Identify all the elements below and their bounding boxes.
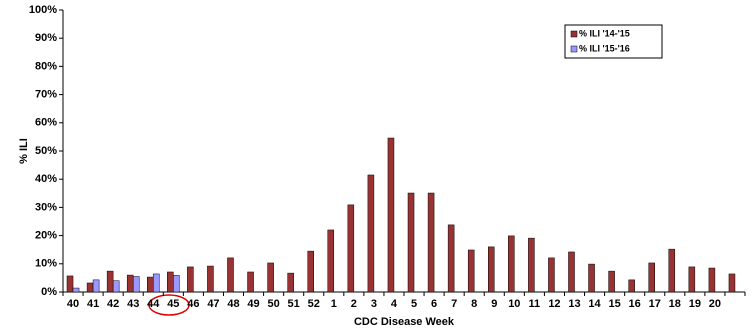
bar xyxy=(287,272,294,293)
bar xyxy=(387,137,395,293)
bar xyxy=(227,257,234,293)
x-tick-label: 47 xyxy=(207,298,219,310)
y-tick-label: 60% xyxy=(35,117,57,129)
x-tick-label: 3 xyxy=(371,298,377,310)
bar xyxy=(487,246,495,293)
x-tick-label: 51 xyxy=(288,298,300,310)
bar xyxy=(146,276,154,293)
bar xyxy=(467,249,475,293)
x-tick-label: 43 xyxy=(127,298,139,310)
x-tick-label: 1 xyxy=(331,298,337,310)
bar xyxy=(247,271,254,293)
x-tick-label: 4 xyxy=(391,298,398,310)
x-tick-label: 5 xyxy=(411,298,417,310)
legend-label: % ILI '14-'15 xyxy=(579,28,630,38)
y-tick-label: 10% xyxy=(35,258,57,270)
x-tick-label: 8 xyxy=(471,298,477,310)
legend-label: % ILI '15-'16 xyxy=(579,43,630,53)
x-tick-label: 9 xyxy=(491,298,497,310)
x-tick-label: 45 xyxy=(167,298,179,310)
y-axis-label: % ILI xyxy=(18,138,30,164)
bar xyxy=(106,270,114,293)
y-tick-label: 50% xyxy=(35,145,57,157)
x-tick-label: 18 xyxy=(669,298,681,310)
bar xyxy=(307,250,314,293)
bar xyxy=(508,235,515,293)
x-tick-label: 46 xyxy=(187,298,199,310)
bar xyxy=(173,275,180,293)
bar xyxy=(126,274,134,293)
y-tick-label: 70% xyxy=(35,89,57,101)
x-axis-label: CDC Disease Week xyxy=(354,316,455,328)
bar xyxy=(167,271,174,293)
legend-box xyxy=(564,24,663,59)
y-tick-label: 30% xyxy=(35,201,57,213)
x-tick-label: 14 xyxy=(588,298,601,310)
bar xyxy=(628,279,635,293)
bar xyxy=(347,204,355,293)
bar xyxy=(568,251,575,293)
bar xyxy=(447,224,455,293)
bar xyxy=(267,262,274,293)
y-tick-label: 100% xyxy=(29,4,57,16)
bar xyxy=(153,273,160,293)
bar xyxy=(112,280,120,293)
y-tick-label: 20% xyxy=(35,230,57,242)
bar xyxy=(668,248,676,293)
bar xyxy=(608,270,615,293)
x-tick-label: 11 xyxy=(529,298,541,310)
bar xyxy=(407,192,415,293)
x-tick-label: 19 xyxy=(689,298,701,310)
x-tick-label: 41 xyxy=(87,298,99,310)
x-tick-label: 12 xyxy=(548,298,560,310)
x-tick-label: 50 xyxy=(267,298,279,310)
x-tick-label: 6 xyxy=(431,298,437,310)
bar xyxy=(66,275,74,293)
bar xyxy=(207,265,214,293)
x-tick-label: 40 xyxy=(67,298,79,310)
bar xyxy=(327,229,335,293)
y-tick-label: 0% xyxy=(41,286,57,298)
bar xyxy=(548,257,555,293)
x-tick-label: 20 xyxy=(709,298,721,310)
x-tick-label: 10 xyxy=(508,298,520,310)
highlight-circle xyxy=(148,294,190,316)
x-tick-label: 48 xyxy=(227,298,239,310)
x-tick-label: 42 xyxy=(107,298,119,310)
x-tick-label: 2 xyxy=(351,298,357,310)
x-tick-label: 16 xyxy=(629,298,641,310)
bar xyxy=(86,282,94,293)
x-tick-label: 52 xyxy=(308,298,320,310)
bar xyxy=(427,192,435,293)
bar xyxy=(648,262,655,293)
y-tick-label: 90% xyxy=(35,32,57,44)
bar xyxy=(708,267,716,293)
x-tick-label: 7 xyxy=(451,298,457,310)
bar xyxy=(528,237,535,293)
legend-swatch xyxy=(570,45,578,53)
bar xyxy=(367,174,375,293)
legend-swatch xyxy=(570,30,578,38)
bar xyxy=(132,276,140,293)
x-tick-label: 13 xyxy=(568,298,580,310)
y-tick-label: 40% xyxy=(35,173,57,185)
bar xyxy=(728,273,736,293)
bar xyxy=(688,266,696,293)
bar xyxy=(72,287,80,293)
bar xyxy=(92,279,100,293)
y-tick-label: 80% xyxy=(35,60,57,72)
x-tick-label: 17 xyxy=(649,298,661,310)
bar xyxy=(588,263,595,293)
bar xyxy=(187,266,194,293)
x-tick-label: 15 xyxy=(608,298,620,310)
x-tick-label: 49 xyxy=(247,298,259,310)
x-tick-label: 44 xyxy=(147,298,160,310)
